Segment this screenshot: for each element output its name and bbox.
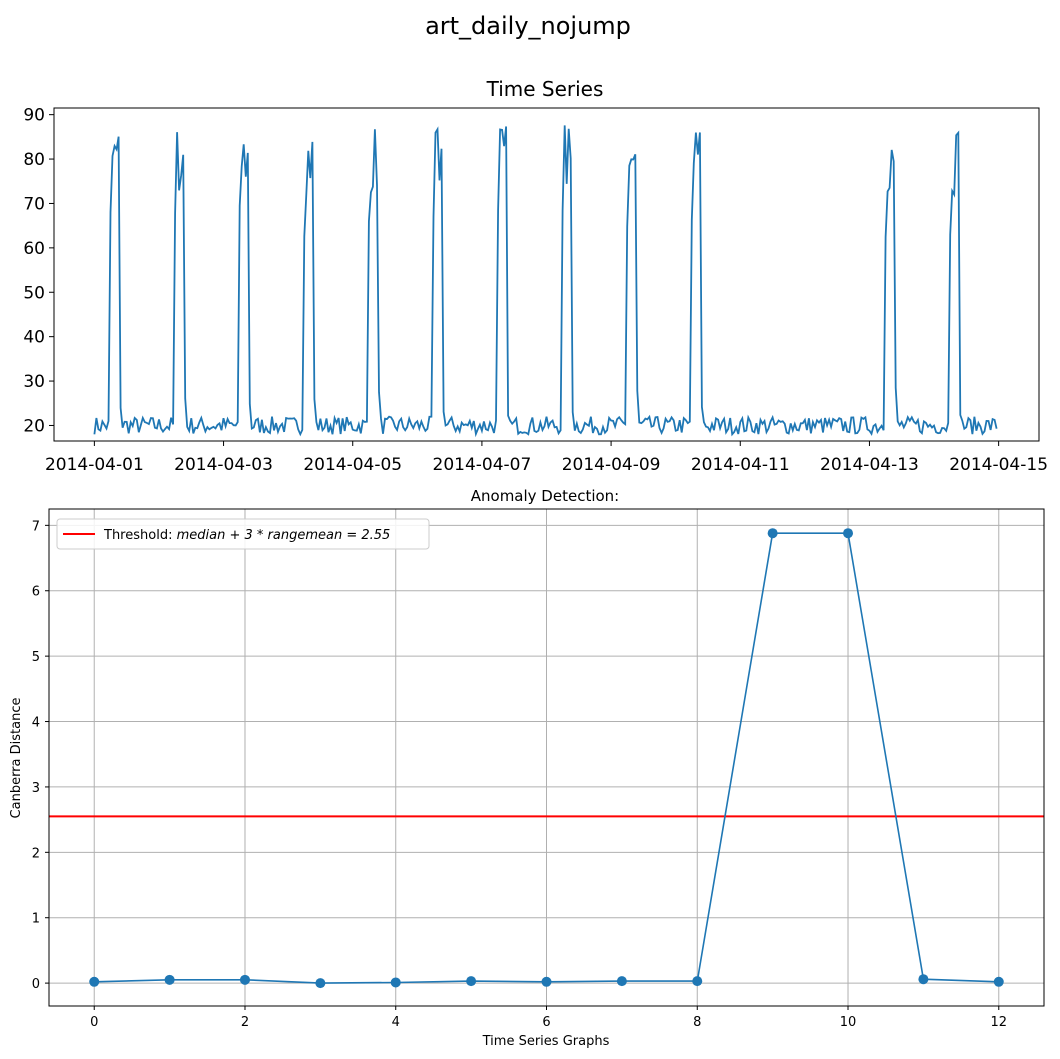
distance-point <box>466 976 477 987</box>
legend-threshold-label: Threshold: median + 3 * rangemean = 2.55 <box>103 528 390 543</box>
time-series-x-tick: 2014-04-03 <box>174 455 273 475</box>
time-series-x-tick: 2014-04-07 <box>433 455 532 475</box>
distance-point <box>993 976 1004 987</box>
distance-point <box>390 977 401 988</box>
time-series-y-tick: 60 <box>23 239 45 259</box>
distance-point <box>692 976 703 987</box>
anomaly-legend: Threshold: median + 3 * rangemean = 2.55 <box>56 518 430 550</box>
anomaly-x-tick: 10 <box>840 1015 857 1030</box>
time-series-y-tick: 40 <box>23 328 45 348</box>
time-series-line <box>93 125 998 438</box>
time-series-x-ticks: 2014-04-01 2014-04-03 2014-04-05 2014-04-07… <box>45 441 1048 475</box>
anomaly-y-ticks: 0 1 2 3 4 5 6 7 <box>32 519 49 992</box>
legend-box <box>56 518 430 550</box>
time-series-x-tick: 2014-04-11 <box>691 455 790 475</box>
anomaly-x-ticks: 0 2 4 6 8 10 12 <box>90 1006 1007 1030</box>
time-series-y-tick: 30 <box>23 372 45 392</box>
legend-threshold-expression: median + 3 * rangemean = 2.55 <box>177 528 391 543</box>
anomaly-x-tick: 12 <box>990 1015 1007 1030</box>
distance-point <box>767 528 778 539</box>
anomaly-x-tick: 4 <box>392 1015 400 1030</box>
anomaly-y-tick: 3 <box>32 781 40 796</box>
anomaly-grid <box>49 509 1044 1006</box>
distance-point <box>89 976 100 987</box>
anomaly-y-tick: 2 <box>32 846 40 861</box>
distance-point <box>843 528 854 539</box>
time-series-y-tick: 90 <box>23 106 45 126</box>
anomaly-y-tick: 4 <box>32 716 40 731</box>
time-series-x-tick: 2014-04-13 <box>820 455 919 475</box>
time-series-x-tick: 2014-04-01 <box>45 455 144 475</box>
distance-point <box>616 976 627 987</box>
time-series-x-tick: 2014-04-15 <box>949 455 1048 475</box>
figure-suptitle: art_daily_nojump <box>425 12 631 40</box>
distance-point <box>541 976 552 987</box>
distance-point <box>164 974 175 985</box>
distance-point <box>918 974 929 985</box>
anomaly-y-tick: 1 <box>32 912 40 927</box>
anomaly-y-tick: 0 <box>32 977 40 992</box>
anomaly-x-tick: 0 <box>90 1015 98 1030</box>
legend-threshold-prefix: Threshold: <box>103 528 177 543</box>
time-series-y-tick: 20 <box>23 416 45 436</box>
anomaly-ylabel: Canberra Distance <box>9 698 24 819</box>
anomaly-x-tick: 8 <box>693 1015 701 1030</box>
anomaly-x-tick: 2 <box>241 1015 249 1030</box>
anomaly-x-tick: 6 <box>542 1015 550 1030</box>
distance-point <box>239 974 250 985</box>
anomaly-y-tick: 6 <box>32 585 40 600</box>
time-series-x-tick: 2014-04-05 <box>303 455 402 475</box>
time-series-x-tick: 2014-04-09 <box>562 455 661 475</box>
time-series-y-tick: 70 <box>23 194 45 214</box>
time-series-y-ticks: 20 30 40 50 60 70 80 90 <box>23 106 54 436</box>
distance-point <box>315 978 326 989</box>
time-series-y-tick: 50 <box>23 283 45 303</box>
anomaly-title: Anomaly Detection: <box>471 487 619 505</box>
anomaly-y-tick: 5 <box>32 650 40 665</box>
anomaly-y-tick: 7 <box>32 519 40 534</box>
time-series-title: Time Series <box>486 77 604 101</box>
anomaly-xlabel: Time Series Graphs <box>482 1034 610 1049</box>
time-series-axes-frame <box>53 107 1040 442</box>
time-series-y-tick: 80 <box>23 150 45 170</box>
anomaly-axes-frame <box>48 508 1045 1007</box>
distance-points <box>89 528 1004 989</box>
